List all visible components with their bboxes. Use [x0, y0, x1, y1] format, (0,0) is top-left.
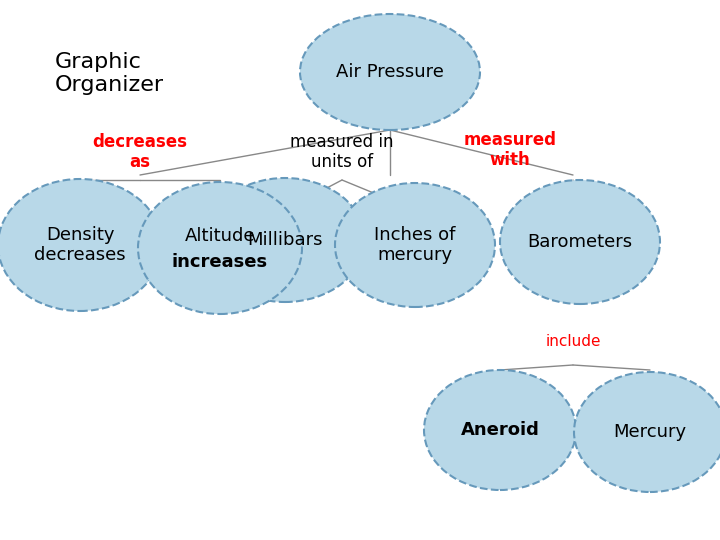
Text: Graphic
Organizer: Graphic Organizer: [55, 52, 164, 95]
Text: Mercury: Mercury: [613, 423, 687, 441]
Text: include: include: [545, 334, 600, 349]
Text: measured in
units of: measured in units of: [290, 133, 394, 171]
Text: decreases
as: decreases as: [92, 133, 187, 171]
Text: Air Pressure: Air Pressure: [336, 63, 444, 81]
Text: increases: increases: [172, 253, 268, 271]
Ellipse shape: [0, 179, 162, 311]
Ellipse shape: [424, 370, 576, 490]
Ellipse shape: [300, 14, 480, 130]
Text: measured
with: measured with: [464, 131, 557, 170]
Text: Aneroid: Aneroid: [461, 421, 539, 439]
Text: Density
decreases: Density decreases: [34, 226, 126, 265]
Text: Altitude: Altitude: [185, 227, 256, 245]
Text: Millibars: Millibars: [247, 231, 323, 249]
Ellipse shape: [574, 372, 720, 492]
Text: Inches of
mercury: Inches of mercury: [374, 226, 456, 265]
Text: Barometers: Barometers: [528, 233, 633, 251]
Ellipse shape: [335, 183, 495, 307]
Ellipse shape: [205, 178, 365, 302]
Ellipse shape: [500, 180, 660, 304]
Ellipse shape: [138, 182, 302, 314]
